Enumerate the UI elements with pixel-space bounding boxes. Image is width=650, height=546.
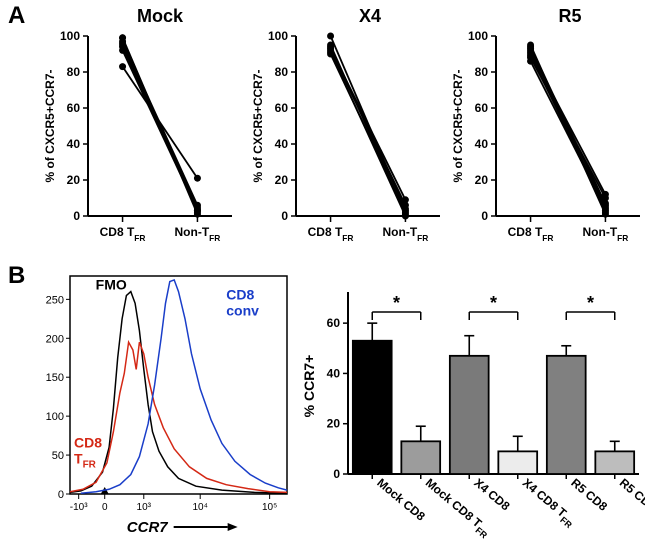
svg-text:% of CXCR5+CCR7-: % of CXCR5+CCR7- — [251, 69, 265, 182]
svg-text:80: 80 — [67, 65, 81, 79]
svg-text:100: 100 — [46, 411, 64, 423]
panel-a-title-1: X4 — [300, 6, 440, 27]
svg-text:40: 40 — [475, 137, 489, 151]
svg-text:R5 CD8 TFR: R5 CD8 TFR — [615, 476, 645, 531]
svg-text:80: 80 — [475, 65, 489, 79]
svg-text:*: * — [490, 293, 497, 313]
svg-text:40: 40 — [275, 137, 289, 151]
svg-text:20: 20 — [67, 173, 81, 187]
panel-a-title-2: R5 — [500, 6, 640, 27]
svg-text:100: 100 — [268, 29, 288, 43]
svg-text:40: 40 — [327, 366, 341, 380]
svg-text:% of CXCR5+CCR7-: % of CXCR5+CCR7- — [43, 69, 57, 182]
svg-text:20: 20 — [275, 173, 289, 187]
svg-text:60: 60 — [275, 101, 289, 115]
svg-text:100: 100 — [468, 29, 488, 43]
svg-text:0: 0 — [73, 209, 80, 223]
svg-text:20: 20 — [327, 417, 341, 431]
panel-a-plot-1: 0 20 40 60 80 100 CD8 TFR Non-TFR % of CXCR5+CCR… — [248, 28, 448, 258]
svg-text:*: * — [393, 293, 400, 313]
panel-a-plot-0: 0 20 40 60 80 100 CD8 TFR Non-TFR % of CXCR5+CCR… — [40, 28, 240, 258]
panel-b-label: B — [8, 262, 25, 290]
panel-b-bar-chart: 0204060% CCR7+Mock CD8Mock CD8 TFRX4 CD8… — [300, 262, 645, 544]
svg-text:10⁵: 10⁵ — [262, 502, 277, 513]
svg-text:Mock CD8: Mock CD8 — [374, 476, 428, 524]
svg-text:CD8 TFR: CD8 TFR — [100, 225, 146, 243]
svg-text:CD8 TFR: CD8 TFR — [308, 225, 354, 243]
svg-text:*: * — [587, 293, 594, 313]
panel-b-histogram: 050100150200250-10³010³10⁴10⁵CCR7FMOCD8c… — [30, 266, 295, 544]
svg-text:FMO: FMO — [96, 276, 127, 292]
figure-root: A Mock X4 R5 0 20 40 60 80 100 CD8 TFR Non-TFR%… — [0, 0, 650, 546]
svg-text:0: 0 — [102, 502, 108, 513]
svg-text:10⁴: 10⁴ — [192, 502, 207, 513]
svg-text:250: 250 — [46, 294, 64, 306]
svg-text:0: 0 — [58, 489, 64, 501]
svg-text:R5 CD8: R5 CD8 — [568, 476, 610, 514]
svg-text:60: 60 — [475, 101, 489, 115]
svg-text:150: 150 — [46, 372, 64, 384]
svg-text:% of CXCR5+CCR7-: % of CXCR5+CCR7- — [451, 69, 465, 182]
svg-text:100: 100 — [60, 29, 80, 43]
svg-text:50: 50 — [52, 450, 64, 462]
svg-text:conv: conv — [226, 302, 259, 318]
svg-text:10³: 10³ — [137, 502, 152, 513]
svg-text:X4 CD8: X4 CD8 — [471, 476, 512, 514]
svg-text:20: 20 — [475, 173, 489, 187]
panel-a-plot-2: 0 20 40 60 80 100 CD8 TFR Non-TFR % of CXCR5+CCR… — [448, 28, 648, 258]
svg-text:TFR: TFR — [74, 450, 97, 470]
svg-text:0: 0 — [281, 209, 288, 223]
svg-text:80: 80 — [275, 65, 289, 79]
svg-text:-10³: -10³ — [70, 502, 88, 513]
svg-text:40: 40 — [67, 137, 81, 151]
svg-text:Non-TFR: Non-TFR — [383, 225, 429, 243]
svg-text:CCR7: CCR7 — [127, 519, 168, 536]
panel-a-label: A — [8, 2, 25, 30]
svg-text:60: 60 — [327, 316, 341, 330]
svg-text:Non-TFR: Non-TFR — [175, 225, 221, 243]
svg-text:CD8: CD8 — [226, 286, 254, 302]
panel-a-title-0: Mock — [90, 6, 230, 27]
svg-text:0: 0 — [481, 209, 488, 223]
svg-text:60: 60 — [67, 101, 81, 115]
svg-text:CD8 TFR: CD8 TFR — [508, 225, 554, 243]
svg-text:0: 0 — [333, 467, 340, 481]
svg-text:Non-TFR: Non-TFR — [583, 225, 629, 243]
svg-text:% CCR7+: % CCR7+ — [301, 355, 317, 418]
svg-text:CD8: CD8 — [74, 434, 102, 450]
svg-text:200: 200 — [46, 333, 64, 345]
